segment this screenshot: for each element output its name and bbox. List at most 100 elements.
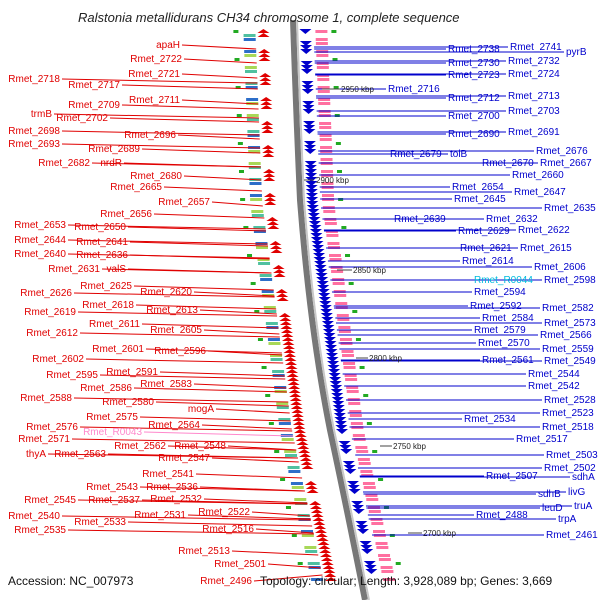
gene-label[interactable]: Rmet_2518 (542, 422, 594, 433)
gene-label[interactable]: Rmet_2639 (394, 214, 446, 225)
gene-label[interactable]: trpA (558, 514, 577, 525)
gene-label[interactable]: Rmet_2576 (26, 422, 78, 433)
gene-label[interactable]: Rmet_2619 (24, 307, 76, 318)
gene-label[interactable]: Rmet_2566 (540, 330, 592, 341)
gene-label[interactable]: Rmet_2680 (130, 171, 182, 182)
gene-label[interactable]: Rmet_2544 (528, 369, 580, 380)
gene-label[interactable]: Rmet_2721 (128, 69, 180, 80)
gene-label[interactable]: Rmet_2547 (158, 453, 210, 464)
gene-label[interactable]: Rmet_2488 (476, 510, 528, 521)
gene-label[interactable]: Rmet_2738 (448, 44, 500, 55)
gene-label[interactable]: Rmet_2730 (448, 58, 500, 69)
gene-label[interactable]: Rmet_2717 (68, 80, 120, 91)
gene-label[interactable]: Rmet_2647 (514, 187, 566, 198)
gene-label[interactable]: Rmet_2724 (508, 69, 560, 80)
gene-label[interactable]: Rmet_2635 (544, 203, 596, 214)
gene-label[interactable]: Rmet_2562 (114, 441, 166, 452)
gene-label[interactable]: Rmet_2670 (482, 158, 534, 169)
gene-label[interactable]: Rmet_2644 (14, 235, 66, 246)
gene-label[interactable]: Rmet_2615 (520, 243, 572, 254)
gene-label[interactable]: Rmet_2622 (518, 225, 570, 236)
gene-label[interactable]: Rmet_2592 (470, 301, 522, 312)
gene-label[interactable]: Rmet_2564 (148, 420, 200, 431)
gene-label[interactable]: Rmet_2571 (18, 434, 70, 445)
gene-label[interactable]: Rmet_2682 (38, 158, 90, 169)
gene-label[interactable]: Rmet_2528 (544, 395, 596, 406)
gene-label[interactable]: valS (107, 264, 127, 275)
gene-label[interactable]: Rmet_2601 (92, 344, 144, 355)
gene-label[interactable]: Rmet_2741 (510, 42, 562, 53)
gene-label[interactable]: Rmet_2534 (464, 414, 516, 425)
gene-label[interactable]: Rmet_2631 (48, 264, 100, 275)
gene-label[interactable]: Rmet_2636 (76, 250, 128, 261)
gene-label[interactable]: Rmet_2679 (390, 149, 442, 160)
gene-label[interactable]: Rmet_2602 (32, 354, 84, 365)
gene-label[interactable]: Rmet_2533 (74, 517, 126, 528)
gene-label[interactable]: Rmet_2523 (542, 408, 594, 419)
rna-label[interactable]: Rmet_R0043 (83, 427, 142, 438)
gene-label[interactable]: Rmet_2723 (448, 70, 500, 81)
gene-label[interactable]: Rmet_2496 (200, 576, 252, 587)
gene-label[interactable]: Rmet_2654 (452, 182, 504, 193)
gene-label[interactable]: Rmet_2716 (388, 84, 440, 95)
gene-label[interactable]: Rmet_2732 (508, 56, 560, 67)
gene-label[interactable]: Rmet_2660 (512, 170, 564, 181)
gene-label[interactable]: Rmet_2712 (448, 93, 500, 104)
gene-label[interactable]: Rmet_2531 (134, 510, 186, 521)
gene-label[interactable]: Rmet_2665 (110, 182, 162, 193)
gene-label[interactable]: Rmet_2645 (454, 194, 506, 205)
gene-label[interactable]: Rmet_2641 (76, 237, 128, 248)
gene-label[interactable]: Rmet_2501 (214, 559, 266, 570)
gene-label[interactable]: Rmet_2563 (54, 449, 106, 460)
gene-label[interactable]: Rmet_2579 (474, 325, 526, 336)
gene-label[interactable]: Rmet_2513 (178, 546, 230, 557)
gene-label[interactable]: Rmet_2502 (544, 463, 596, 474)
gene-label[interactable]: Rmet_2522 (198, 507, 250, 518)
gene-label[interactable]: Rmet_2711 (129, 95, 180, 106)
gene-label[interactable]: Rmet_2620 (140, 287, 192, 298)
gene-label[interactable]: Rmet_2700 (448, 111, 500, 122)
gene-label[interactable]: truA (574, 501, 593, 512)
gene-label[interactable]: Rmet_2713 (508, 91, 560, 102)
gene-label[interactable]: Rmet_2561 (482, 355, 534, 366)
gene-label[interactable]: Rmet_2611 (89, 319, 140, 330)
gene-label[interactable]: Rmet_2573 (544, 318, 596, 329)
gene-label[interactable]: Rmet_2621 (460, 243, 512, 254)
gene-label[interactable]: Rmet_2626 (20, 288, 72, 299)
gene-label[interactable]: Rmet_2517 (516, 434, 568, 445)
gene-label[interactable]: Rmet_2625 (80, 281, 132, 292)
gene-label[interactable]: Rmet_2584 (482, 313, 534, 324)
gene-label[interactable]: mogA (188, 404, 214, 415)
gene-label[interactable]: Rmet_2656 (100, 209, 152, 220)
gene-label[interactable]: Rmet_2691 (508, 127, 560, 138)
gene-label[interactable]: thyA (26, 449, 46, 460)
gene-label[interactable]: Rmet_2698 (8, 126, 60, 137)
gene-label[interactable]: Rmet_2709 (68, 100, 120, 111)
gene-label[interactable]: nrdR (100, 158, 122, 169)
gene-label[interactable]: livG (568, 487, 585, 498)
gene-label[interactable]: Rmet_2588 (20, 393, 72, 404)
gene-label[interactable]: Rmet_2696 (124, 130, 176, 141)
gene-label[interactable]: Rmet_2613 (146, 305, 198, 316)
gene-label[interactable]: Rmet_2605 (150, 325, 202, 336)
gene-label[interactable]: sdhB (538, 489, 561, 500)
gene-label[interactable]: Rmet_2532 (150, 494, 202, 505)
gene-label[interactable]: Rmet_2657 (158, 197, 210, 208)
gene-label[interactable]: Rmet_2575 (86, 412, 138, 423)
gene-label[interactable]: Rmet_2618 (82, 300, 134, 311)
gene-label[interactable]: Rmet_2629 (458, 226, 510, 237)
gene-label[interactable]: Rmet_2549 (544, 356, 596, 367)
gene-label[interactable]: Rmet_2606 (534, 262, 586, 273)
gene-label[interactable]: Rmet_2542 (528, 381, 580, 392)
gene-label[interactable]: tolB (450, 149, 468, 160)
gene-label[interactable]: Rmet_2503 (546, 450, 598, 461)
gene-label[interactable]: Rmet_2541 (142, 469, 194, 480)
gene-label[interactable]: Rmet_2507 (486, 471, 538, 482)
gene-label[interactable]: Rmet_2535 (14, 525, 66, 536)
gene-label[interactable]: Rmet_2586 (80, 383, 132, 394)
gene-label[interactable]: Rmet_2640 (14, 249, 66, 260)
gene-label[interactable]: Rmet_2596 (154, 346, 206, 357)
rna-label[interactable]: Rmet_R0044 (474, 275, 533, 286)
gene-label[interactable]: Rmet_2548 (174, 441, 226, 452)
gene-label[interactable]: Rmet_2537 (88, 495, 140, 506)
